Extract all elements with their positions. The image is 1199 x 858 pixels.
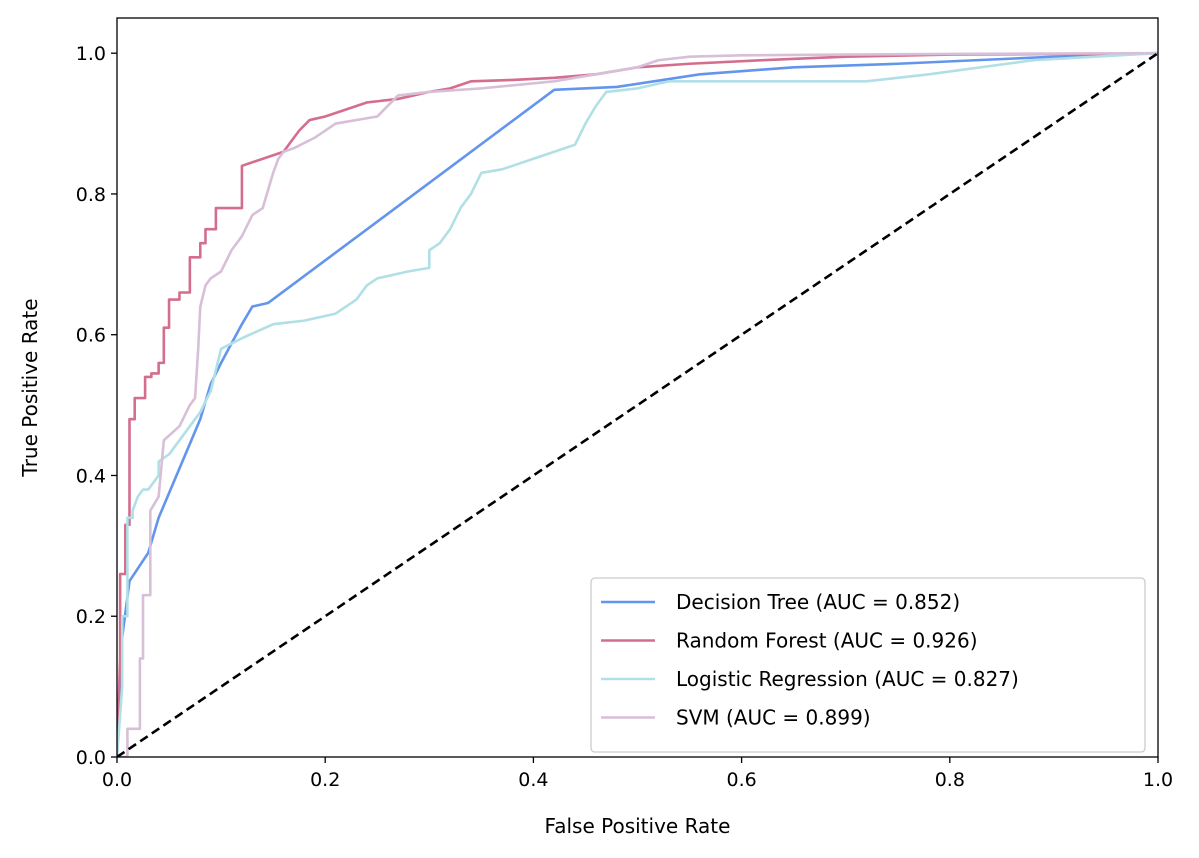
y-axis-label: True Positive Rate: [18, 298, 42, 477]
x-tick-label: 0.2: [310, 769, 340, 791]
legend-label: Random Forest (AUC = 0.926): [676, 629, 978, 653]
legend: Decision Tree (AUC = 0.852) Random Forest…: [590, 577, 1146, 753]
x-tick-label: 0.0: [102, 769, 132, 791]
legend-label: Logistic Regression (AUC = 0.827): [676, 667, 1019, 691]
y-tick-label: 0.6: [76, 325, 106, 347]
axes-frame: [116, 17, 1159, 758]
x-axis-label: False Positive Rate: [545, 814, 731, 838]
series-line-1: [117, 51, 1158, 757]
legend-box: [590, 577, 1146, 753]
series-line-0: [117, 51, 1158, 757]
legend-label: Decision Tree (AUC = 0.852): [676, 590, 960, 614]
plot-area: [117, 51, 1158, 757]
series-lines: [117, 51, 1158, 757]
y-tick-label: 0.2: [76, 606, 106, 628]
x-tick-label: 1.0: [1143, 769, 1173, 791]
x-tick-label: 0.4: [518, 769, 548, 791]
series-line-3: [117, 51, 1158, 757]
y-tick-label: 0.4: [76, 465, 106, 487]
series-line-2: [117, 51, 1158, 757]
y-tick-label: 1.0: [76, 43, 106, 65]
x-tick-label: 0.8: [935, 769, 965, 791]
axes: 0.0 0.2 0.4 0.6 0.8 1.0 0.0 0.2 0.4 0.6 0.8 1.0: [76, 17, 1173, 791]
x-tick-label: 0.6: [726, 769, 756, 791]
y-tick-label: 0.0: [76, 747, 106, 769]
y-tick-label: 0.8: [76, 184, 106, 206]
legend-label: SVM (AUC = 0.899): [676, 706, 871, 730]
